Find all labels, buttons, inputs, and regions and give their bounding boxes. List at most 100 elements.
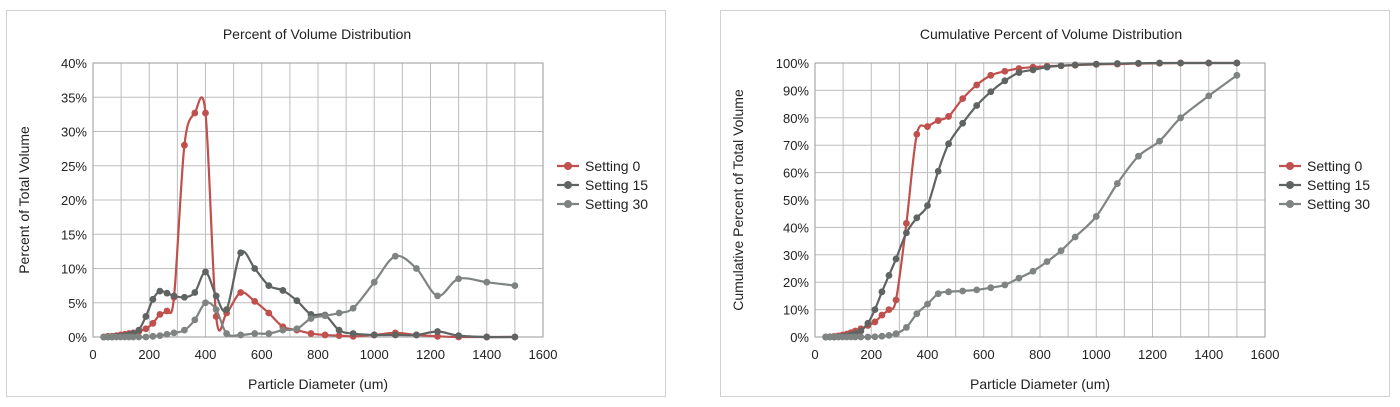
data-point bbox=[945, 140, 952, 148]
data-point bbox=[1057, 62, 1065, 70]
chart-title: Cumulative Percent of Volume Distributio… bbox=[920, 26, 1182, 42]
legend-item-setting-30: Setting 30 bbox=[1279, 196, 1370, 212]
data-point bbox=[135, 333, 143, 341]
data-point bbox=[892, 330, 900, 338]
legend-swatch-marker bbox=[564, 181, 572, 189]
data-point bbox=[181, 326, 188, 334]
data-point bbox=[892, 296, 900, 304]
data-point bbox=[1177, 59, 1185, 67]
data-point bbox=[202, 268, 209, 276]
data-point bbox=[1001, 67, 1009, 75]
x-tick-label: 1600 bbox=[1251, 347, 1280, 362]
data-point bbox=[857, 327, 865, 335]
data-point bbox=[156, 287, 164, 295]
x-tick-label: 1600 bbox=[529, 347, 558, 362]
y-tick-label: 35% bbox=[61, 90, 87, 105]
data-point bbox=[1205, 92, 1213, 100]
data-point bbox=[511, 333, 519, 341]
data-point bbox=[135, 326, 143, 334]
data-point bbox=[903, 219, 910, 227]
data-point bbox=[959, 95, 967, 103]
data-point bbox=[871, 318, 879, 326]
y-tick-label: 90% bbox=[783, 83, 809, 98]
legend-label: Setting 15 bbox=[1307, 177, 1370, 193]
x-tick-label: 400 bbox=[195, 347, 217, 362]
data-point bbox=[455, 332, 463, 340]
legend-item-setting-0: Setting 0 bbox=[557, 158, 640, 174]
y-tick-label: 30% bbox=[61, 125, 87, 140]
series-line bbox=[103, 254, 516, 339]
data-point bbox=[1015, 69, 1023, 76]
data-point bbox=[1233, 59, 1241, 67]
data-point bbox=[1135, 59, 1142, 67]
legend-item-setting-15: Setting 15 bbox=[557, 177, 648, 193]
data-point bbox=[349, 330, 357, 337]
data-point bbox=[293, 325, 301, 333]
data-point bbox=[973, 81, 981, 89]
data-point bbox=[149, 319, 157, 327]
data-point bbox=[1156, 137, 1163, 145]
legend-item-setting-30: Setting 30 bbox=[557, 196, 648, 212]
x-axis-label: Particle Diameter (um) bbox=[970, 376, 1110, 392]
chart-volume-distribution: Percent of Volume Distribution 0 200 400 600… bbox=[16, 26, 648, 392]
data-point bbox=[1029, 267, 1037, 275]
data-point bbox=[903, 229, 910, 237]
data-point bbox=[129, 333, 137, 341]
data-point bbox=[251, 297, 259, 305]
data-point bbox=[181, 293, 188, 301]
series-setting-30 bbox=[822, 71, 1241, 341]
data-point bbox=[885, 306, 893, 313]
chart-title: Percent of Volume Distribution bbox=[223, 26, 411, 42]
data-point bbox=[413, 265, 420, 272]
plot-area bbox=[92, 62, 544, 338]
data-point bbox=[1001, 281, 1009, 289]
series-setting-0 bbox=[100, 96, 519, 341]
data-point bbox=[156, 332, 164, 340]
legend-swatch-marker bbox=[1286, 162, 1294, 170]
y-tick-label: 40% bbox=[783, 220, 809, 235]
data-point bbox=[878, 332, 886, 340]
data-point bbox=[142, 333, 150, 341]
y-tick-label: 10% bbox=[783, 303, 809, 318]
y-tick-label: 20% bbox=[61, 193, 87, 208]
data-point bbox=[202, 109, 209, 117]
data-point bbox=[987, 71, 995, 79]
y-tick-label: 5% bbox=[68, 296, 87, 311]
data-point bbox=[191, 316, 199, 324]
legend-item-setting-0: Setting 0 bbox=[1279, 158, 1362, 174]
data-point bbox=[335, 309, 343, 317]
y-axis-label: Percent of Total Volume bbox=[16, 126, 32, 274]
x-tick-label: 1400 bbox=[1194, 347, 1223, 362]
x-tick-label: 600 bbox=[251, 347, 273, 362]
x-tick-label: 200 bbox=[860, 347, 882, 362]
data-point bbox=[903, 324, 910, 331]
data-point bbox=[1156, 59, 1163, 67]
data-point bbox=[307, 315, 315, 322]
data-point bbox=[1092, 60, 1100, 68]
data-point bbox=[973, 102, 981, 109]
y-tick-label: 10% bbox=[61, 262, 87, 277]
y-tick-label: 0% bbox=[68, 330, 87, 345]
y-axis-label: Cumulative Percent of Total Volume bbox=[730, 89, 746, 311]
x-tick-label: 800 bbox=[1029, 347, 1051, 362]
data-point bbox=[878, 311, 886, 319]
data-point bbox=[1043, 258, 1051, 266]
data-point bbox=[1071, 61, 1079, 69]
x-tick-label: 600 bbox=[973, 347, 995, 362]
x-tick-label: 400 bbox=[917, 347, 939, 362]
data-point bbox=[857, 333, 865, 341]
data-point bbox=[913, 214, 921, 222]
data-point bbox=[321, 312, 329, 320]
data-point bbox=[191, 109, 199, 117]
data-point bbox=[391, 331, 399, 339]
legend-label: Setting 30 bbox=[585, 196, 648, 212]
legend: Setting 0 Setting 15 Setting 30 bbox=[557, 158, 648, 212]
data-point bbox=[163, 330, 171, 338]
data-point bbox=[251, 330, 259, 337]
data-point bbox=[864, 319, 872, 327]
series-setting-15 bbox=[100, 249, 519, 341]
data-point bbox=[987, 88, 995, 96]
data-point bbox=[934, 290, 942, 298]
chart-panel-volume-distribution: Percent of Volume Distribution 0 200 400 600… bbox=[6, 10, 666, 397]
data-point bbox=[945, 113, 952, 120]
